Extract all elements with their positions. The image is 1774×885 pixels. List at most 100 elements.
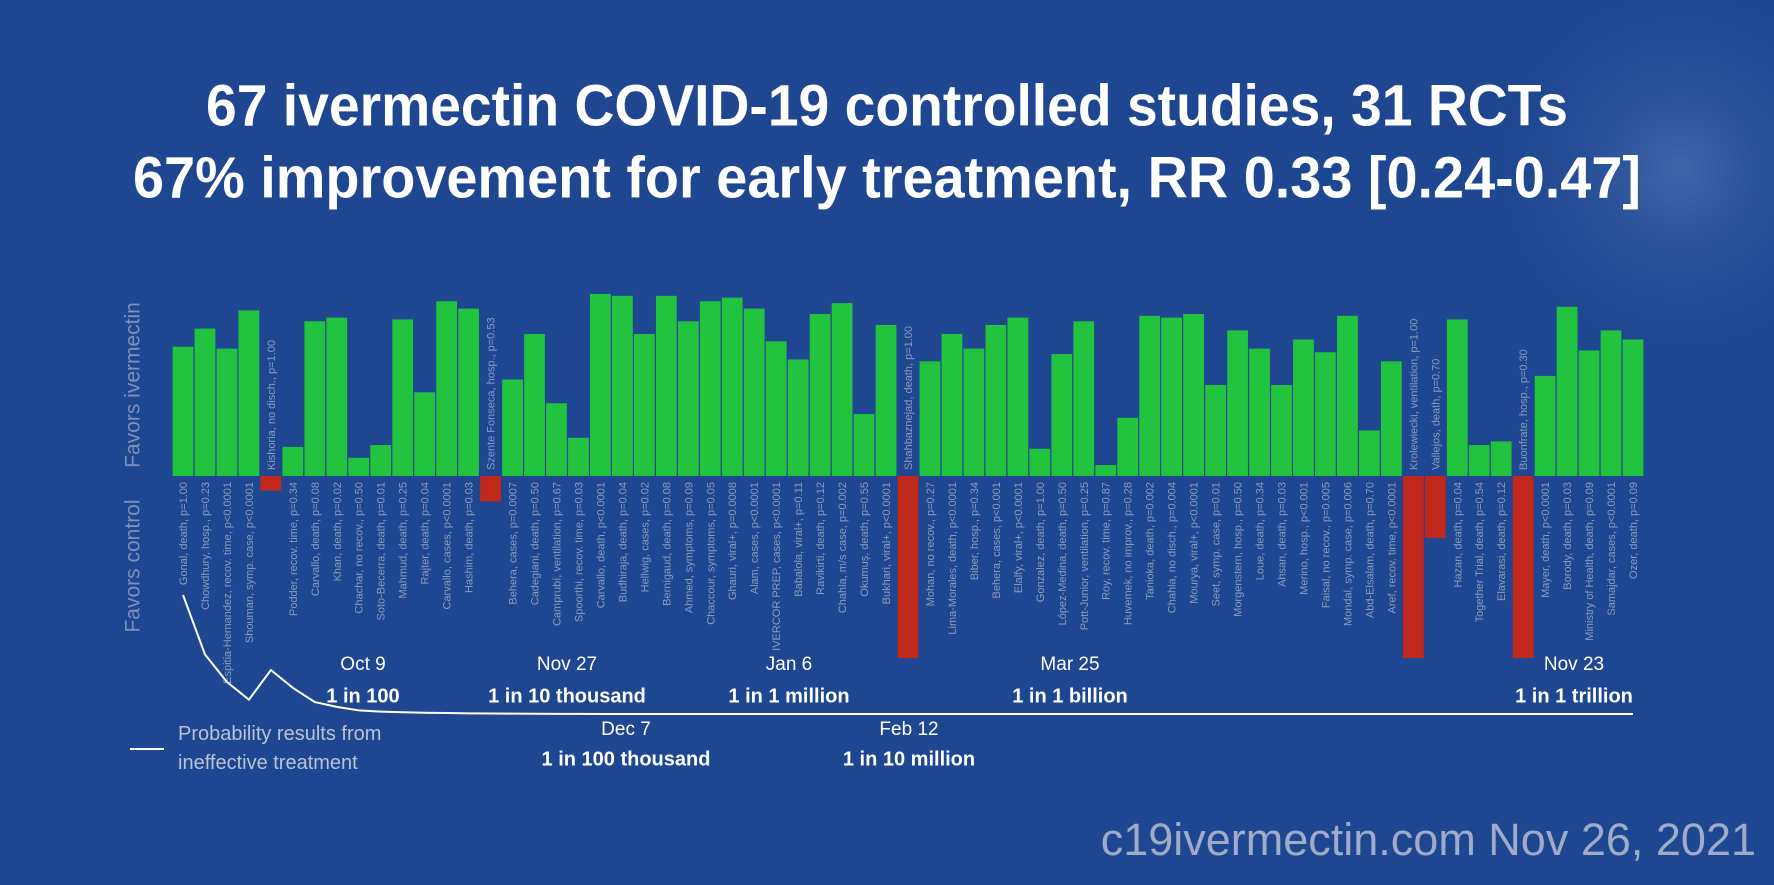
study-label: Gonzalez, death, p=1.00 xyxy=(1035,482,1047,602)
bar xyxy=(897,476,919,658)
bar xyxy=(238,310,260,476)
bar xyxy=(326,317,348,476)
study-label: Lima-Morales, death, p<0.0001 xyxy=(947,482,959,635)
bar xyxy=(414,392,436,476)
bar xyxy=(1117,417,1139,476)
bar xyxy=(1337,315,1358,476)
bar xyxy=(721,297,743,476)
study-label: Krolewiecki, ventilation, p=1.00 xyxy=(1408,319,1420,470)
study-label: Bernigaud, death, p=0.08 xyxy=(661,482,673,606)
bar xyxy=(1271,385,1292,476)
bar xyxy=(304,321,326,476)
bar xyxy=(919,361,941,476)
bar xyxy=(370,445,392,476)
bar xyxy=(787,359,809,476)
study-label: Borody, death, p=0.03 xyxy=(1562,482,1574,590)
annotation-label: 1 in 1 trillion xyxy=(1515,685,1633,707)
annotation-date: Mar 25 xyxy=(1040,654,1099,675)
study-label: Chowdhury, hosp., p=0.23 xyxy=(200,482,212,610)
bar xyxy=(875,324,897,476)
study-label: Podder, recov. time, p=0.34 xyxy=(288,482,300,616)
bar xyxy=(1293,339,1314,476)
bar xyxy=(1315,352,1336,476)
study-label: Loue, death, p=0.34 xyxy=(1255,482,1267,580)
study-label: Behera, cases, p<0.001 xyxy=(991,482,1003,599)
study-label: Szente Fonseca, hosp., p=0.53 xyxy=(486,317,498,470)
study-label: Camprubí, ventilation, p=0.67 xyxy=(551,482,563,626)
annotation-date: Nov 23 xyxy=(1544,654,1604,675)
study-label: Shahbaznejad, death, p=1.00 xyxy=(903,326,915,470)
background-decoration xyxy=(1480,0,1774,370)
bar xyxy=(568,437,589,476)
study-label: Aref, recov. time, p<0.0001 xyxy=(1386,482,1398,614)
study-label: Khan, death, p=0.02 xyxy=(332,482,344,581)
study-label: Hellwig, cases, p=0.02 xyxy=(639,482,651,592)
study-label: Bukhari, viral+, p<0.0001 xyxy=(881,482,893,604)
bar xyxy=(1402,476,1424,658)
bar xyxy=(194,328,216,476)
study-label: Mondal, symp. case, p=0.006 xyxy=(1342,482,1354,626)
bar xyxy=(985,324,1007,476)
study-label: Ahsan, death, p=0.03 xyxy=(1276,482,1288,587)
bar xyxy=(1095,465,1117,476)
study-label: Merino, hosp., p<0.001 xyxy=(1298,482,1310,595)
annotation-date: Nov 27 xyxy=(537,654,597,675)
bar xyxy=(216,348,238,476)
bar xyxy=(1622,339,1644,476)
bar xyxy=(1249,348,1270,476)
bar xyxy=(502,379,523,476)
bar xyxy=(1380,361,1402,476)
study-label: Ghauri, viral+, p=0.0008 xyxy=(727,482,739,600)
bar xyxy=(1534,375,1556,476)
study-label: Abd-Elsalam, death, p=0.70 xyxy=(1364,482,1376,618)
study-label: Carvallo, death, p=0.08 xyxy=(310,482,322,596)
study-label: Carvallo, death, p<0.0001 xyxy=(595,482,607,608)
study-label: Budhiraja, death, p=0.04 xyxy=(617,482,629,602)
bar xyxy=(699,301,721,476)
study-label: Hashim, death, p=0.03 xyxy=(464,482,476,593)
bar xyxy=(1578,350,1600,476)
study-label: Carvallo, cases, p<0.0001 xyxy=(442,482,454,610)
annotation-label: 1 in 1 billion xyxy=(1012,685,1128,707)
bar xyxy=(831,303,853,476)
study-label: Shouman, symp. case, p<0.0001 xyxy=(244,482,256,643)
study-label: Roy, recov. time, p=0.87 xyxy=(1101,482,1113,600)
bar xyxy=(633,334,655,476)
bar xyxy=(458,308,479,476)
study-label: Cadegiani, death, p=0.50 xyxy=(530,482,542,605)
bar xyxy=(1227,330,1248,476)
bar xyxy=(1029,448,1051,476)
study-label: Chachar, no recov., p=0.50 xyxy=(354,482,366,614)
bar xyxy=(941,334,963,476)
bar xyxy=(436,301,458,476)
bar xyxy=(765,341,787,476)
study-label: Huvemek, no improv., p=0.28 xyxy=(1123,482,1135,625)
study-label: Gonal, death, p=1.00 xyxy=(178,482,190,585)
bar xyxy=(546,403,567,476)
bar xyxy=(809,314,831,476)
bar xyxy=(260,476,282,491)
bar xyxy=(392,319,414,476)
y-axis-label: Favors ivermectin xyxy=(122,302,145,468)
study-label: Chaccour, symptoms, p=0.05 xyxy=(705,482,717,625)
bar xyxy=(1139,315,1161,476)
study-label: Mohan, no recov., p=0.27 xyxy=(925,482,937,606)
bar xyxy=(1051,354,1073,476)
bar xyxy=(655,295,677,476)
study-label: Chahla, no disch., p=0.004 xyxy=(1167,482,1179,613)
study-label: Together Trial, death, p=0.54 xyxy=(1474,482,1486,622)
bar xyxy=(282,446,304,476)
bar xyxy=(1556,306,1578,476)
probability-line xyxy=(182,594,1633,715)
study-label: Babalola, viral+, p=0.11 xyxy=(793,482,805,597)
bar xyxy=(1073,321,1095,476)
study-label: Rajter, death, p=0.04 xyxy=(420,482,432,584)
bar xyxy=(590,294,611,476)
annotation-label: 1 in 10 thousand xyxy=(488,685,646,707)
study-label: Mourya, viral+, p<0.0001 xyxy=(1189,482,1201,604)
bar xyxy=(1512,476,1534,658)
study-label: Seet, symp. case, p=0.01 xyxy=(1211,482,1223,606)
study-label: Ahmed, symptoms, p=0.09 xyxy=(683,482,695,613)
annotation-label: 1 in 100 xyxy=(326,685,399,707)
